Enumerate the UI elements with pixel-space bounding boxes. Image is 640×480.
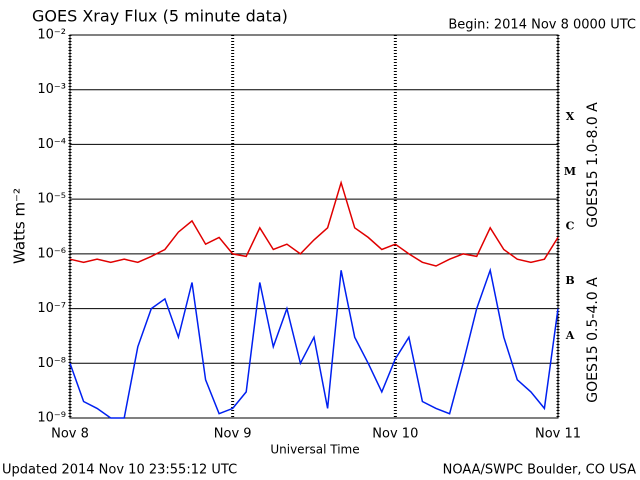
x-tick-label: Nov 9 xyxy=(214,427,252,442)
flare-class-label: X xyxy=(566,110,575,123)
plot-frame xyxy=(69,34,559,419)
series-line xyxy=(69,267,559,419)
flare-class-label: A xyxy=(565,329,575,342)
y-tick-label: 10⁻⁸ xyxy=(37,356,66,371)
y-tick-label: 10⁻⁹ xyxy=(37,411,66,426)
legend-entry: GOES15 1.0-8.0 A xyxy=(585,102,601,228)
credit: NOAA/SWPC Boulder, CO USA xyxy=(443,463,636,478)
flare-class-label: B xyxy=(565,274,574,287)
x-tick-label: Nov 10 xyxy=(372,427,418,442)
y-tick-label: 10⁻² xyxy=(37,28,66,43)
chart-title: GOES Xray Flux (5 minute data) xyxy=(32,7,288,26)
x-tick-label: Nov 11 xyxy=(535,427,581,442)
flare-class-label: M xyxy=(564,165,576,178)
series-line xyxy=(69,180,559,267)
y-axis-label: Watts m⁻² xyxy=(11,188,29,264)
y-tick-label: 10⁻⁶ xyxy=(37,246,66,261)
legend-entry: GOES15 0.5-4.0 A xyxy=(585,277,601,403)
x-tick-label: Nov 8 xyxy=(51,427,89,442)
y-tick-label: 10⁻⁵ xyxy=(37,192,66,207)
begin-time: Begin: 2014 Nov 8 0000 UTC xyxy=(448,18,636,33)
y-tick-label: 10⁻⁷ xyxy=(37,301,66,316)
y-tick-label: 10⁻⁴ xyxy=(37,137,66,152)
x-axis-label: Universal Time xyxy=(270,443,359,457)
updated-time: Updated 2014 Nov 10 23:55:12 UTC xyxy=(2,463,237,478)
y-tick-label: 10⁻³ xyxy=(37,82,66,97)
flare-class-label: C xyxy=(566,220,575,233)
